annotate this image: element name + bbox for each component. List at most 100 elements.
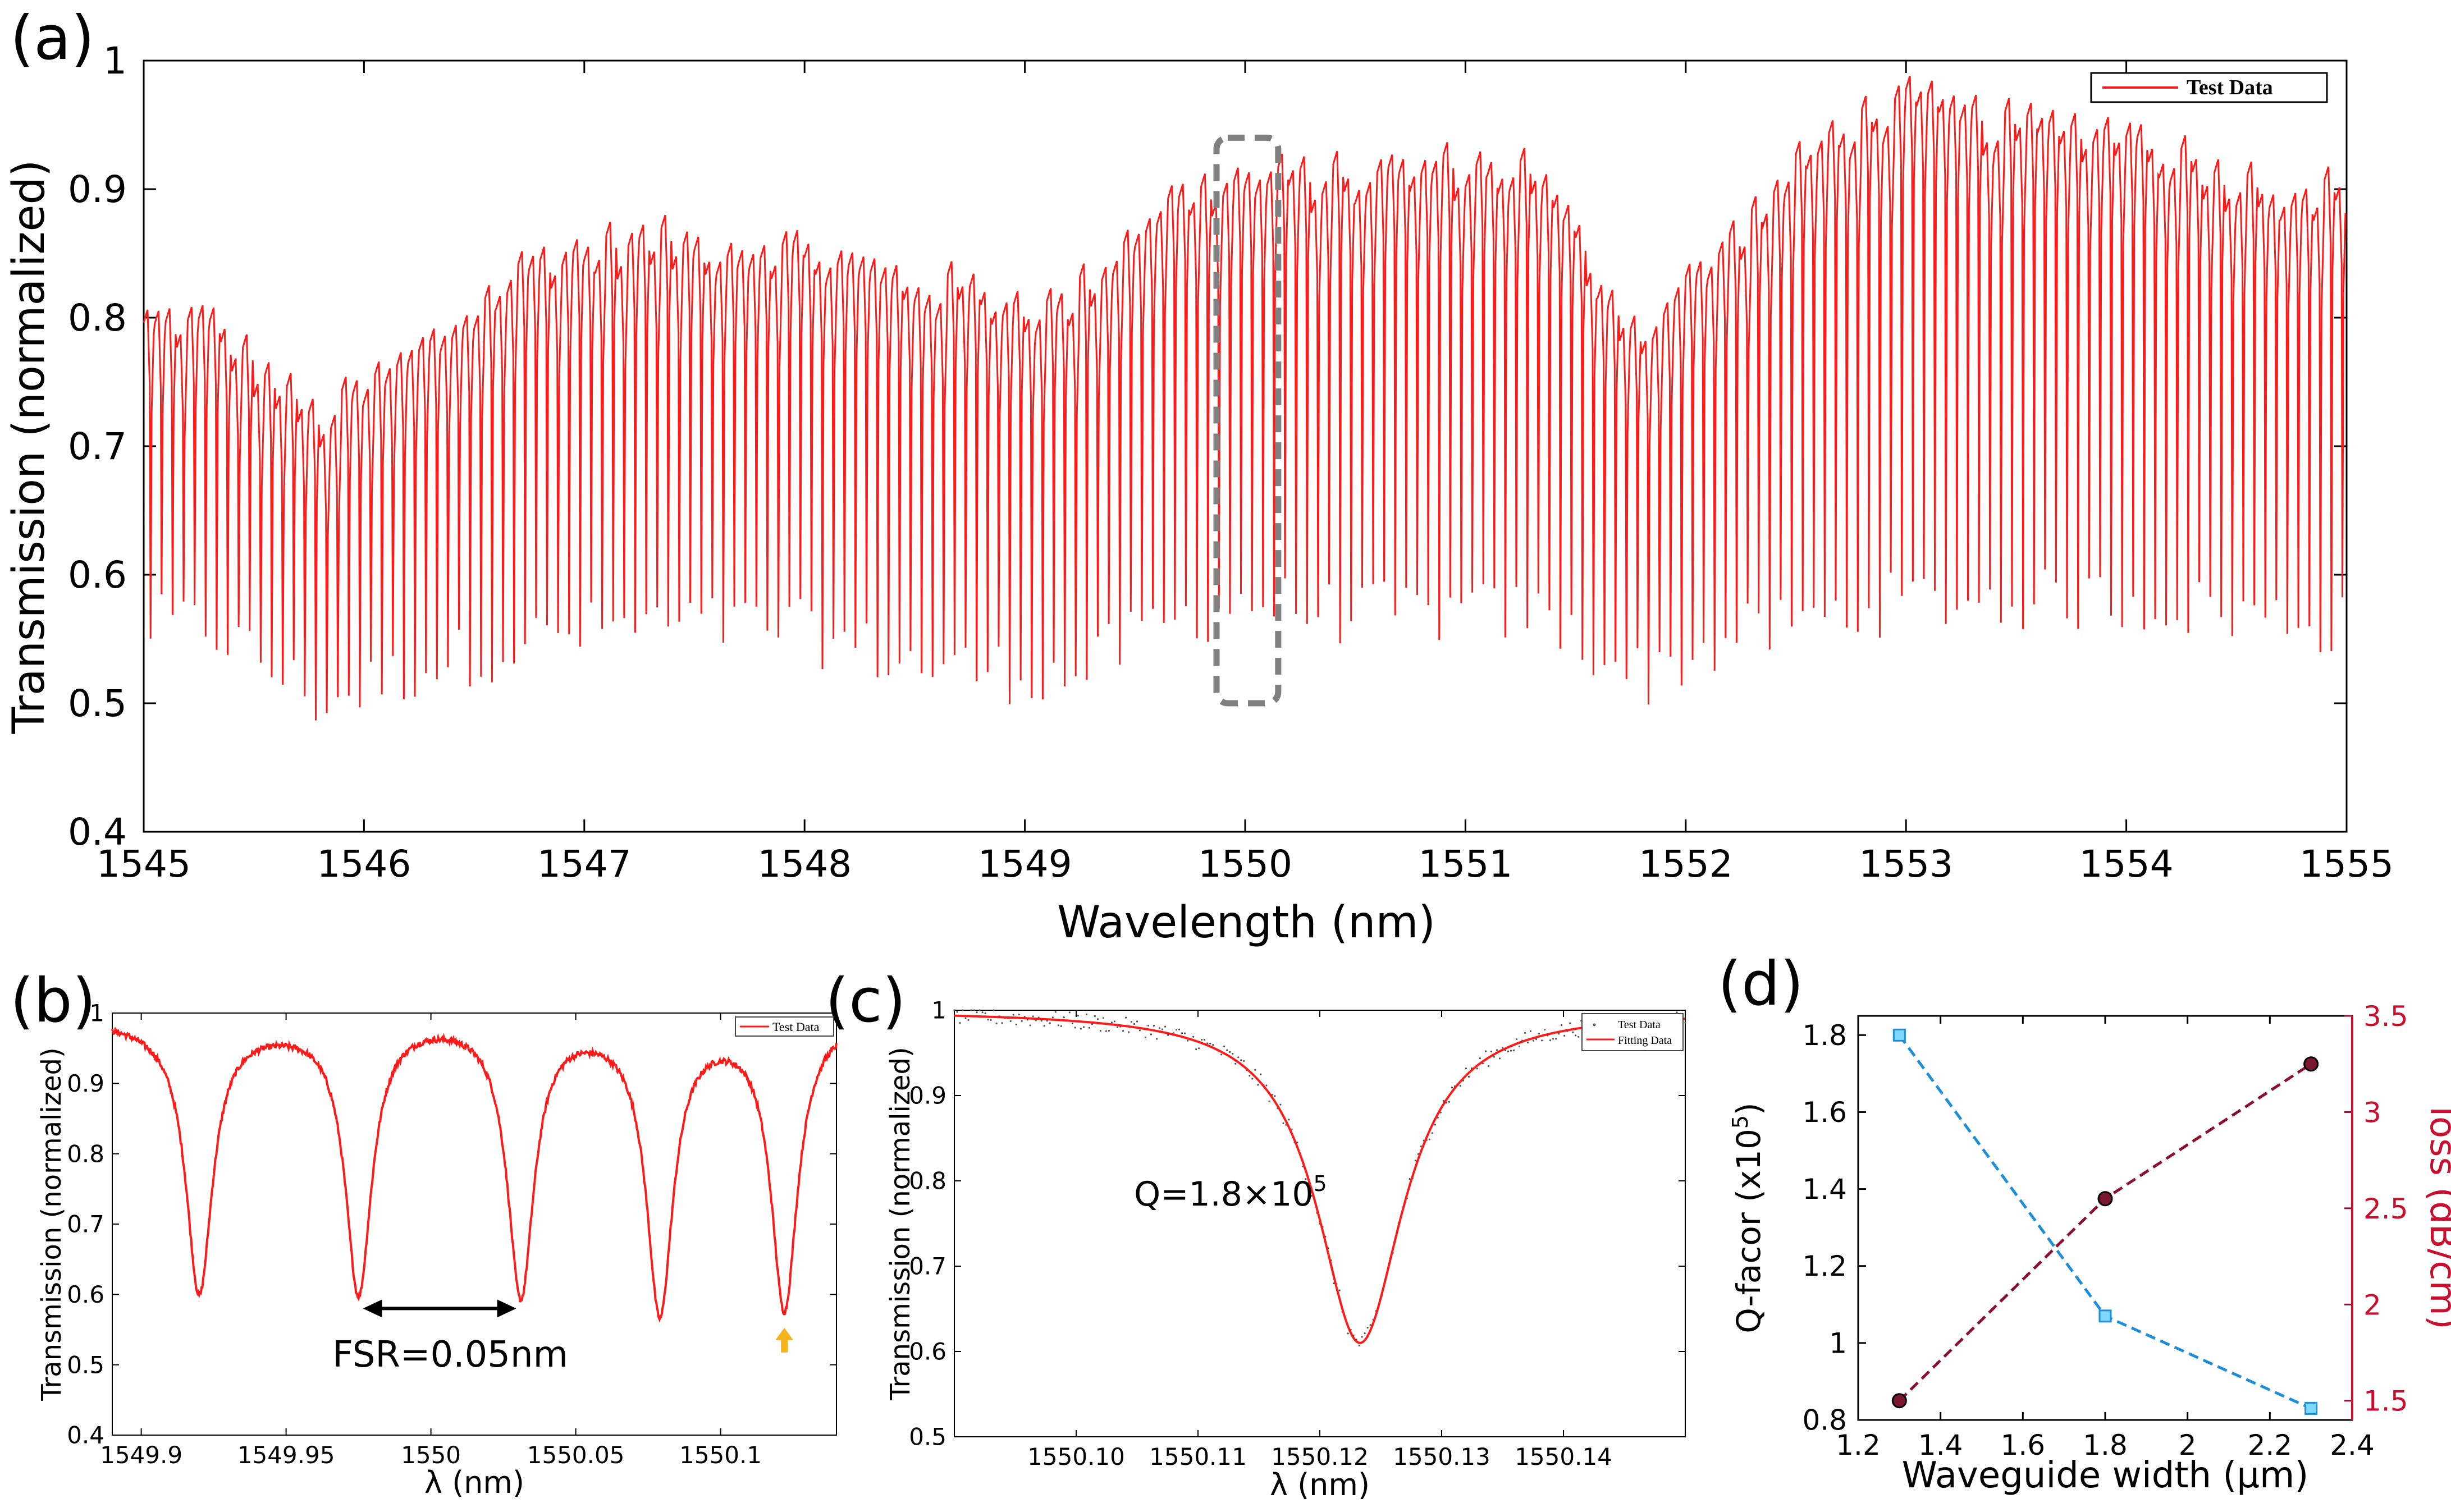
test-data-point — [1338, 1289, 1341, 1291]
test-data-point — [1130, 1020, 1133, 1023]
test-data-point — [1105, 1030, 1107, 1032]
panel-d-frame — [1857, 1015, 2353, 1421]
test-data-point — [1176, 1029, 1178, 1031]
fsr-arrow-head-right — [497, 1299, 516, 1318]
panel-b-label: (b) — [10, 966, 96, 1036]
test-data-point — [1085, 1013, 1087, 1015]
x-tick-label: 2.2 — [2248, 1429, 2293, 1461]
test-data-point — [1164, 1025, 1167, 1028]
test-data-point — [1063, 1016, 1065, 1019]
test-data-point — [1535, 1038, 1538, 1040]
test-data-point — [1484, 1050, 1487, 1052]
panel-c-label: (c) — [825, 966, 906, 1036]
panel-c-xlabel: λ (nm) — [1270, 1467, 1370, 1502]
y-tick-label: 0.6 — [909, 1338, 946, 1366]
test-data-point — [1060, 1025, 1062, 1027]
y-tick-label: 0.6 — [67, 1281, 104, 1308]
test-data-point — [1577, 1036, 1580, 1038]
resonance-marker-arrow — [775, 1327, 794, 1353]
test-data-point — [1054, 1011, 1057, 1013]
test-data-point — [1226, 1049, 1228, 1051]
test-data-point — [1212, 1044, 1214, 1046]
test-data-point — [1558, 1033, 1560, 1035]
test-data-point — [1021, 1020, 1023, 1022]
legend-label: Test Data — [772, 1020, 820, 1034]
x-tick-label: 2.4 — [2330, 1429, 2375, 1461]
test-data-point — [1538, 1033, 1540, 1035]
test-data-point — [1232, 1052, 1234, 1055]
test-data-point — [1229, 1051, 1231, 1053]
panel-a-ylabel: Transmission (normalized) — [4, 160, 54, 735]
test-data-point — [1420, 1146, 1422, 1148]
panel-c-ticks: 1550.10 1550.11 1550.12 1550.13 1550.14 0.5 0.… — [909, 997, 1685, 1470]
test-data-point — [1071, 1022, 1073, 1025]
test-data-point — [1251, 1078, 1254, 1080]
x-tick-label: 1547 — [537, 842, 632, 886]
test-data-point — [1012, 1014, 1014, 1016]
test-data-point — [1448, 1101, 1450, 1103]
legend-box — [1581, 1013, 1684, 1051]
test-data-point — [1366, 1327, 1369, 1329]
panel-b-ticks: 1549.9 1549.95 1550 1550.05 1550.1 0.4 0.5 0.6 0… — [67, 1000, 836, 1469]
loss-point — [2097, 1191, 2113, 1207]
test-data-point — [1234, 1062, 1237, 1065]
test-data-point — [1512, 1050, 1515, 1052]
panel-b-test-data-line — [111, 1027, 838, 1323]
y-tick-label: 0.5 — [68, 682, 127, 725]
test-data-point — [1127, 1031, 1130, 1033]
test-data-point — [1116, 1026, 1118, 1028]
panel-d-ylabel-suffix: ) — [1730, 1102, 1768, 1115]
test-data-point — [1029, 1024, 1031, 1027]
panel-d-ticks: 1.2 1.4 1.6 1.8 2 2.2 2.4 0.8 1 1.2 1.4 1.6 1.8 1.5 2 2… — [1802, 1000, 2408, 1461]
test-data-point — [1428, 1138, 1430, 1140]
x-tick-label: 1545 — [97, 842, 191, 886]
test-data-point — [1515, 1038, 1518, 1041]
test-data-point — [1018, 1014, 1020, 1016]
test-data-point — [1254, 1069, 1256, 1071]
test-data-point — [1414, 1160, 1416, 1162]
test-data-point — [1068, 1011, 1071, 1014]
test-data-point — [990, 1019, 992, 1021]
test-data-point — [1156, 1038, 1158, 1040]
test-data-point — [1209, 1042, 1211, 1044]
panel-d-y2label: loss (dB/cm) — [2422, 1106, 2451, 1330]
test-data-point — [1049, 1022, 1051, 1024]
test-data-point — [1549, 1039, 1552, 1042]
x-tick-label: 1550 — [1198, 842, 1292, 886]
test-data-point — [1572, 1031, 1574, 1033]
test-data-point — [1074, 1027, 1076, 1029]
x-tick-label: 1550.05 — [527, 1441, 625, 1469]
test-data-point — [1476, 1067, 1478, 1070]
y-tick-label: 0.8 — [68, 296, 127, 340]
test-data-point — [1467, 1075, 1470, 1078]
x-tick-label: 1.6 — [2001, 1429, 2046, 1461]
loss-point — [2303, 1056, 2319, 1072]
test-data-point — [1108, 1029, 1110, 1032]
test-data-point — [1439, 1111, 1442, 1114]
test-data-point — [1347, 1332, 1349, 1335]
panel-a: 1545 1546 1547 1548 1549 1550 1551 1552 1553 1554… — [4, 39, 2394, 948]
panel-b-ylabel: Transmission (normalized) — [36, 1047, 67, 1401]
test-data-point — [967, 1019, 970, 1021]
test-data-point — [976, 1011, 978, 1014]
panel-c-ylabel: Transmission (normalized) — [885, 1047, 916, 1401]
test-data-point — [1001, 1022, 1003, 1024]
test-data-point — [1555, 1038, 1557, 1040]
panel-b-legend: Test Data — [735, 1016, 834, 1037]
x-tick-label: 1546 — [317, 842, 411, 886]
fsr-arrow — [363, 1299, 516, 1318]
test-data-point — [1178, 1028, 1181, 1030]
y-tick-label: 0.5 — [67, 1351, 104, 1378]
test-data-point — [1434, 1124, 1436, 1126]
test-data-point — [993, 1009, 995, 1011]
q-annotation: Q=1.8×105 — [1134, 1171, 1327, 1214]
test-data-point — [1369, 1324, 1371, 1326]
test-data-point — [964, 1017, 967, 1019]
test-data-point — [962, 1009, 964, 1011]
panel-d-series — [1891, 1028, 2319, 1415]
x-tick-label: 1550.14 — [1515, 1443, 1612, 1470]
y-tick-label: 1 — [931, 997, 946, 1024]
test-data-point — [1094, 1015, 1096, 1017]
test-data-point — [1133, 1023, 1136, 1025]
test-data-point — [1153, 1024, 1155, 1027]
